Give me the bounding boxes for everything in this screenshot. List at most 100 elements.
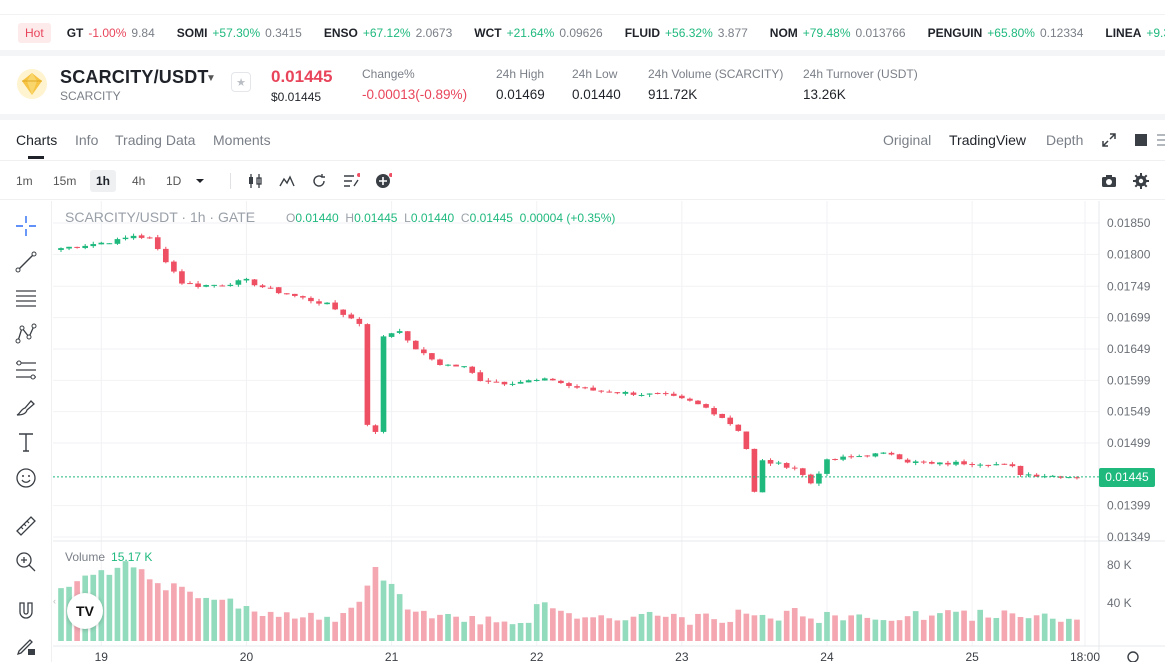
tab-charts[interactable]: Charts: [16, 132, 58, 148]
hot-badge[interactable]: Hot: [18, 22, 51, 43]
trend-line-icon[interactable]: [15, 251, 37, 273]
ticker-symbol: ENSO: [323, 25, 358, 40]
interval-15m[interactable]: 15m: [53, 174, 77, 188]
volume-bar: [267, 611, 274, 641]
fullscreen-icon[interactable]: [1101, 132, 1117, 148]
ticker-item-gt[interactable]: GT -1.00% 9.84: [67, 26, 155, 40]
interval-1h[interactable]: 1h: [90, 170, 117, 192]
candle-body: [308, 297, 314, 302]
volume-bar: [711, 619, 717, 641]
volume-bar: [783, 610, 790, 641]
tab-info[interactable]: Info: [75, 132, 99, 148]
ticker-item-wct[interactable]: WCT +21.64% 0.09626: [474, 26, 602, 40]
candle-body: [445, 364, 451, 366]
stat-value: -0.00013(-0.89%): [362, 87, 468, 102]
interval-1m[interactable]: 1m: [16, 174, 33, 188]
volume-bar: [550, 608, 556, 641]
change-value: 0.00004 (+0.35%): [519, 211, 616, 225]
magnet-icon[interactable]: [15, 599, 37, 621]
price-chart[interactable]: 0.01850 0.01800 0.01749 0.01699 0.01649 0.015…: [53, 201, 1165, 662]
candle-body: [751, 448, 758, 492]
candle-body: [670, 393, 677, 396]
candle-body: [324, 302, 330, 305]
ticker-item-penguin[interactable]: PENGUIN +65.80% 0.12334: [928, 26, 1084, 40]
add-indicator-icon[interactable]: [374, 172, 392, 190]
fib-retracement-icon[interactable]: [15, 359, 37, 381]
volume-bar: [348, 607, 355, 641]
volume-bar: [630, 616, 637, 641]
volume-bar: [316, 619, 322, 641]
candle-body: [735, 424, 742, 431]
candle-body: [243, 278, 250, 281]
tab-depth[interactable]: Depth: [1046, 132, 1084, 148]
horizontal-lines-icon[interactable]: [15, 287, 37, 309]
volume-bar: [969, 620, 975, 641]
ticker-item-fluid[interactable]: FLUID +56.32% 3.877: [625, 26, 748, 40]
tab-trading-data[interactable]: Trading Data: [115, 132, 196, 148]
candle-body: [1041, 476, 1048, 478]
ticker-change: +67.12%: [362, 25, 411, 40]
interval-dropdown-icon[interactable]: [191, 172, 209, 190]
candle-body: [816, 473, 822, 484]
pattern-icon[interactable]: [15, 323, 37, 345]
volume-bar: [461, 621, 467, 641]
close-value: 0.01445: [469, 211, 513, 225]
volume-bar: [525, 622, 532, 641]
pair-selector[interactable]: SCARCITY/USDT: [60, 67, 209, 87]
volume-bar: [445, 613, 451, 641]
candle-type-icon[interactable]: [246, 172, 264, 190]
candle-body: [711, 408, 717, 415]
ticker-change: +21.64%: [506, 25, 555, 40]
volume-bar: [179, 586, 185, 641]
candle-body: [791, 467, 798, 469]
y-tick-label: 0.01349: [1107, 530, 1151, 544]
crosshair-icon[interactable]: [15, 215, 37, 237]
screenshot-icon[interactable]: [1100, 172, 1118, 190]
tab-tradingview[interactable]: TradingView: [949, 132, 1027, 148]
tradingview-logo-icon[interactable]: TV: [67, 593, 103, 629]
brush-icon[interactable]: [15, 395, 37, 417]
volume-bar: [808, 618, 814, 641]
menu-icon[interactable]: [1155, 132, 1165, 148]
zoom-in-icon[interactable]: [15, 551, 37, 573]
pair-dropdown-icon[interactable]: ▼: [206, 73, 216, 84]
settings-gear-icon[interactable]: [1132, 172, 1150, 190]
volume-bar: [590, 617, 596, 641]
volume-bar: [477, 624, 484, 641]
volume-bar: [654, 615, 661, 641]
refresh-icon[interactable]: [310, 172, 328, 190]
volume-bar: [1049, 618, 1056, 641]
candle-body: [622, 391, 629, 394]
emoji-icon[interactable]: [15, 467, 37, 489]
candle-body: [283, 293, 290, 295]
volume-bar: [332, 621, 338, 641]
ohlc-readout: O0.01440 H0.01445 L0.01440 C0.01445 0.00…: [286, 211, 616, 225]
ruler-icon[interactable]: [15, 515, 37, 537]
ticker-item-nom[interactable]: NOM +79.48% 0.013766: [770, 26, 906, 40]
ticker-items: GT -1.00% 9.84 SOMI +57.30% 0.3415 ENSO +67.12%…: [67, 26, 1165, 40]
collapse-handle-icon[interactable]: ‹: [53, 596, 56, 606]
low-value: 0.01440: [410, 211, 455, 225]
layout-icon[interactable]: [1133, 132, 1149, 148]
ticker-item-enso[interactable]: ENSO +67.12% 2.0673: [324, 26, 452, 40]
volume-bar: [259, 615, 266, 641]
ticker-symbol: FLUID: [624, 25, 661, 40]
ticker-item-linea[interactable]: LINEA+9.36%0.006003: [1105, 26, 1165, 40]
text-tool-icon[interactable]: [15, 431, 37, 453]
interval-4h[interactable]: 4h: [132, 174, 146, 188]
base-asset: SCARCITY: [60, 89, 121, 103]
candle-body: [550, 378, 556, 381]
chart-canvas[interactable]: 0.01850 0.01800 0.01749 0.01699 0.01649 0.015…: [53, 201, 1165, 662]
indicators-icon[interactable]: [278, 172, 296, 190]
templates-icon[interactable]: [342, 172, 360, 190]
favorite-star-icon[interactable]: ★: [231, 72, 251, 92]
ticker-item-somi[interactable]: SOMI +57.30% 0.3415: [177, 26, 302, 40]
interval-1d[interactable]: 1D: [166, 174, 182, 188]
tab-moments[interactable]: Moments: [213, 132, 271, 148]
y-tick-label: 0.01699: [1107, 311, 1151, 325]
y-tick-label: 0.01800: [1107, 247, 1151, 261]
candle-body: [1025, 474, 1032, 476]
lock-drawing-icon[interactable]: [15, 635, 37, 657]
tab-original[interactable]: Original: [883, 132, 932, 148]
chart-tabs: Charts Info Trading Data Moments Origina…: [0, 120, 1165, 161]
